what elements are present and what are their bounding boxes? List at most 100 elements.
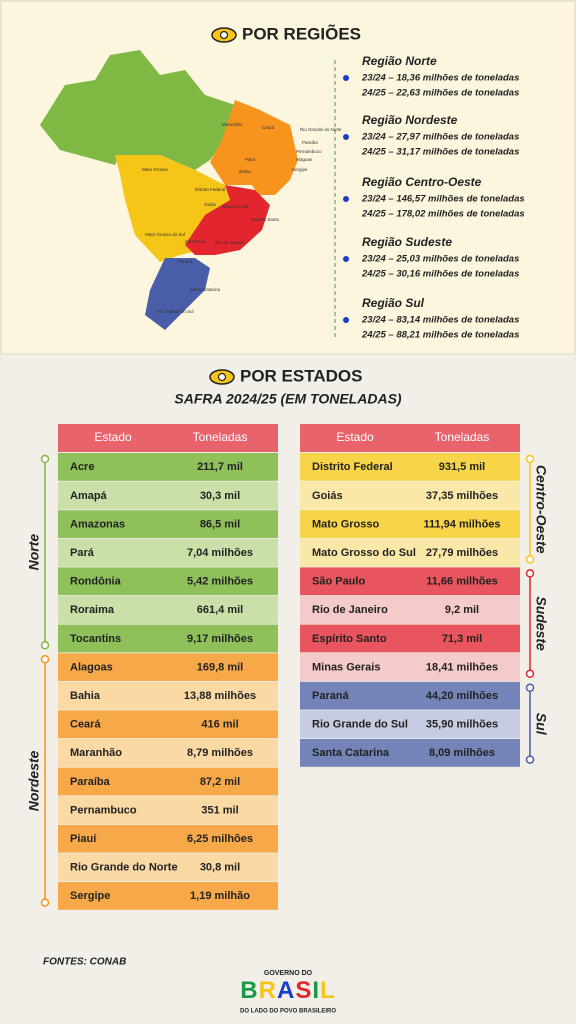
logo-main: BRASIL — [240, 977, 335, 1004]
table-row — [58, 767, 278, 796]
table-row — [58, 453, 278, 481]
region-value: 23/24 – 83,14 milhões de toneladas — [361, 315, 519, 326]
map — [40, 50, 298, 330]
state-value: 111,94 milhões — [423, 518, 500, 530]
state-value: 351 mil — [201, 804, 238, 816]
state-value: 71,3 mil — [442, 633, 482, 645]
region-name: Região Norte — [362, 54, 437, 68]
state-value: 7,04 milhões — [187, 547, 253, 559]
state-value: 211,7 mil — [197, 461, 243, 473]
map-label: Paraná — [178, 259, 193, 264]
group-dot — [40, 898, 50, 907]
table-header — [58, 424, 278, 452]
state-name: Alagoas — [70, 661, 113, 673]
table-row — [58, 596, 278, 624]
state-value: 661,4 mil — [197, 604, 243, 616]
column-header: Toneladas — [193, 430, 248, 444]
state-name: Rio Grande do Norte — [70, 862, 178, 874]
state-value: 35,90 milhões — [426, 719, 498, 731]
state-value: 13,88 milhões — [184, 690, 256, 702]
group-dot — [40, 654, 50, 664]
state-name: Paraíba — [70, 776, 111, 788]
region-bullet — [343, 134, 349, 140]
table-row — [300, 739, 520, 767]
map-label: Rio Grande do Norte — [300, 127, 342, 132]
state-value: 5,42 milhões — [187, 576, 253, 588]
state-name: Pernambuco — [70, 804, 137, 816]
table-row — [58, 538, 278, 567]
map-label: Pernambuco — [296, 149, 322, 154]
region-name: Região Sudeste — [362, 235, 452, 249]
map-sul — [145, 258, 210, 330]
state-name: Rio Grande do Sul — [312, 719, 408, 731]
state-value: 1,19 milhão — [190, 890, 250, 902]
table-row — [58, 510, 278, 538]
state-value: 27,79 milhões — [426, 547, 498, 559]
state-value: 18,41 milhões — [426, 661, 498, 673]
map-label: Bahia — [239, 169, 251, 174]
table-row — [58, 481, 278, 510]
region-bullet — [343, 256, 349, 262]
map-label: São Paulo — [185, 239, 206, 244]
state-name: Paraná — [312, 690, 350, 702]
map-label: Alagoas — [296, 157, 313, 162]
region-name: Região Sul — [362, 296, 425, 310]
region-value: 23/24 – 18,36 milhões de toneladas — [361, 73, 519, 84]
state-name: Rondônia — [70, 576, 122, 588]
map-label: Minas Gerais — [222, 204, 249, 209]
map-label: Paraíba — [302, 140, 318, 145]
map-nordeste — [210, 100, 298, 195]
map-label: Rio Grande do Sul — [156, 309, 193, 314]
state-value: 30,3 mil — [200, 490, 240, 502]
group-label: Norte — [26, 534, 42, 571]
group-dot — [525, 669, 535, 679]
state-name: Minas Gerais — [312, 661, 380, 673]
state-value: 87,2 mil — [200, 776, 240, 788]
table-header — [300, 424, 520, 452]
region-value: 24/25 – 178,02 milhões de toneladas — [361, 209, 525, 220]
state-name: Mato Grosso do Sul — [312, 547, 416, 559]
state-value: 6,25 milhões — [187, 833, 253, 845]
table-row — [58, 567, 278, 596]
icon — [217, 372, 227, 382]
state-value: 8,09 milhões — [429, 747, 495, 759]
state-name: Amapá — [70, 490, 108, 502]
map-label: Ceará — [262, 125, 275, 130]
region-value: 24/25 – 22,63 milhões de toneladas — [361, 88, 519, 99]
state-name: Goiás — [312, 490, 343, 502]
group-dot — [525, 755, 535, 764]
state-value: 8,79 milhões — [187, 747, 253, 759]
map-label: Santa Catarina — [190, 287, 221, 292]
logo-top: GOVERNO DO — [264, 970, 313, 977]
state-name: Tocantins — [70, 633, 121, 645]
region-name: Região Nordeste — [362, 113, 458, 127]
table-row — [300, 624, 520, 653]
region-value: 24/25 – 88,21 milhões de toneladas — [361, 330, 519, 341]
table-row — [58, 710, 278, 739]
state-name: Roraima — [70, 604, 115, 616]
group-label: Centro-Oeste — [533, 465, 549, 554]
table-row — [58, 853, 278, 882]
table-row — [58, 681, 278, 710]
state-name: Bahia — [70, 690, 101, 702]
table-row — [300, 567, 520, 596]
group-label: Sul — [533, 713, 549, 736]
state-value: 37,35 milhões — [426, 490, 498, 502]
state-name: Acre — [70, 461, 94, 473]
region-value: 24/25 – 31,17 milhões de toneladas — [361, 147, 519, 158]
state-value: 86,5 mil — [200, 518, 240, 530]
map-label: Mato Grosso — [142, 167, 168, 172]
state-value: 9,17 milhões — [187, 633, 253, 645]
group-dot — [525, 454, 535, 464]
state-name: Piauí — [70, 833, 97, 845]
table-row — [58, 653, 278, 681]
table-row — [58, 796, 278, 824]
map-norte — [40, 50, 235, 170]
group-dot — [525, 683, 535, 693]
region-value: 23/24 – 146,57 milhões de toneladas — [361, 194, 525, 205]
table-row — [58, 624, 278, 653]
region-value: 23/24 – 25,03 milhões de toneladas — [361, 254, 519, 265]
map-label: Piauí — [245, 157, 256, 162]
state-value: 416 mil — [201, 719, 238, 731]
region-bullet — [343, 317, 349, 323]
